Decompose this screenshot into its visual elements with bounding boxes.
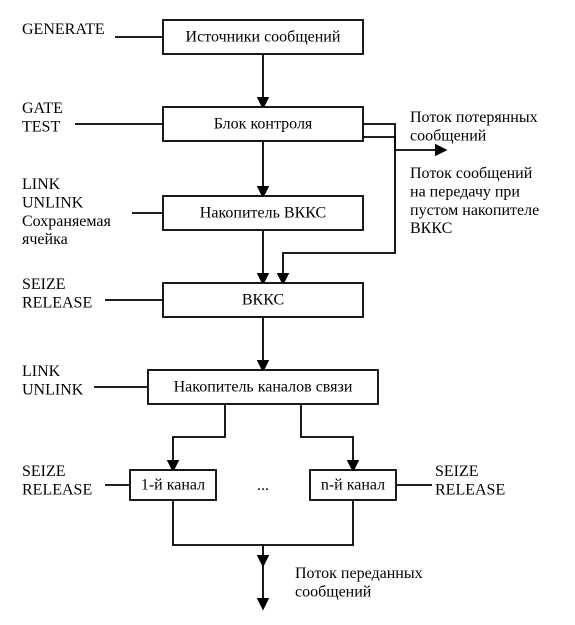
node-label-n6: 1-й канал: [141, 477, 205, 494]
annotation-a3: Поток переданныхсообщений: [295, 565, 423, 600]
annotation-a1: Поток потерянныхсообщений: [410, 109, 538, 144]
left-label-l6: SEIZERELEASE: [22, 463, 92, 498]
left-label-l1: GENERATE: [22, 21, 105, 38]
left-label-l5: LINKUNLINK: [22, 363, 84, 398]
edge-e5a: [173, 404, 225, 470]
left-label-l3: LINKUNLINKСохраняемаяячейка: [22, 176, 112, 248]
node-label-n4: ВККС: [242, 292, 284, 309]
ellipsis: ...: [257, 477, 269, 494]
right-label-r1: SEIZERELEASE: [435, 463, 505, 498]
annotation-a2: Поток сообщенийна передачу припустом нак…: [410, 165, 539, 237]
edge-e6a: [173, 500, 263, 565]
edge-e5b: [301, 404, 353, 470]
node-label-n5: Накопитель каналов связи: [174, 379, 353, 396]
node-label-n3: Накопитель ВККС: [200, 205, 326, 222]
edge-e6b: [263, 500, 353, 545]
node-label-n1: Источники сообщений: [186, 29, 341, 46]
node-label-n2: Блок контроля: [214, 116, 313, 133]
left-label-l4: SEIZERELEASE: [22, 276, 92, 311]
left-label-l2: GATETEST: [22, 100, 63, 135]
node-label-n7: n-й канал: [321, 477, 385, 494]
